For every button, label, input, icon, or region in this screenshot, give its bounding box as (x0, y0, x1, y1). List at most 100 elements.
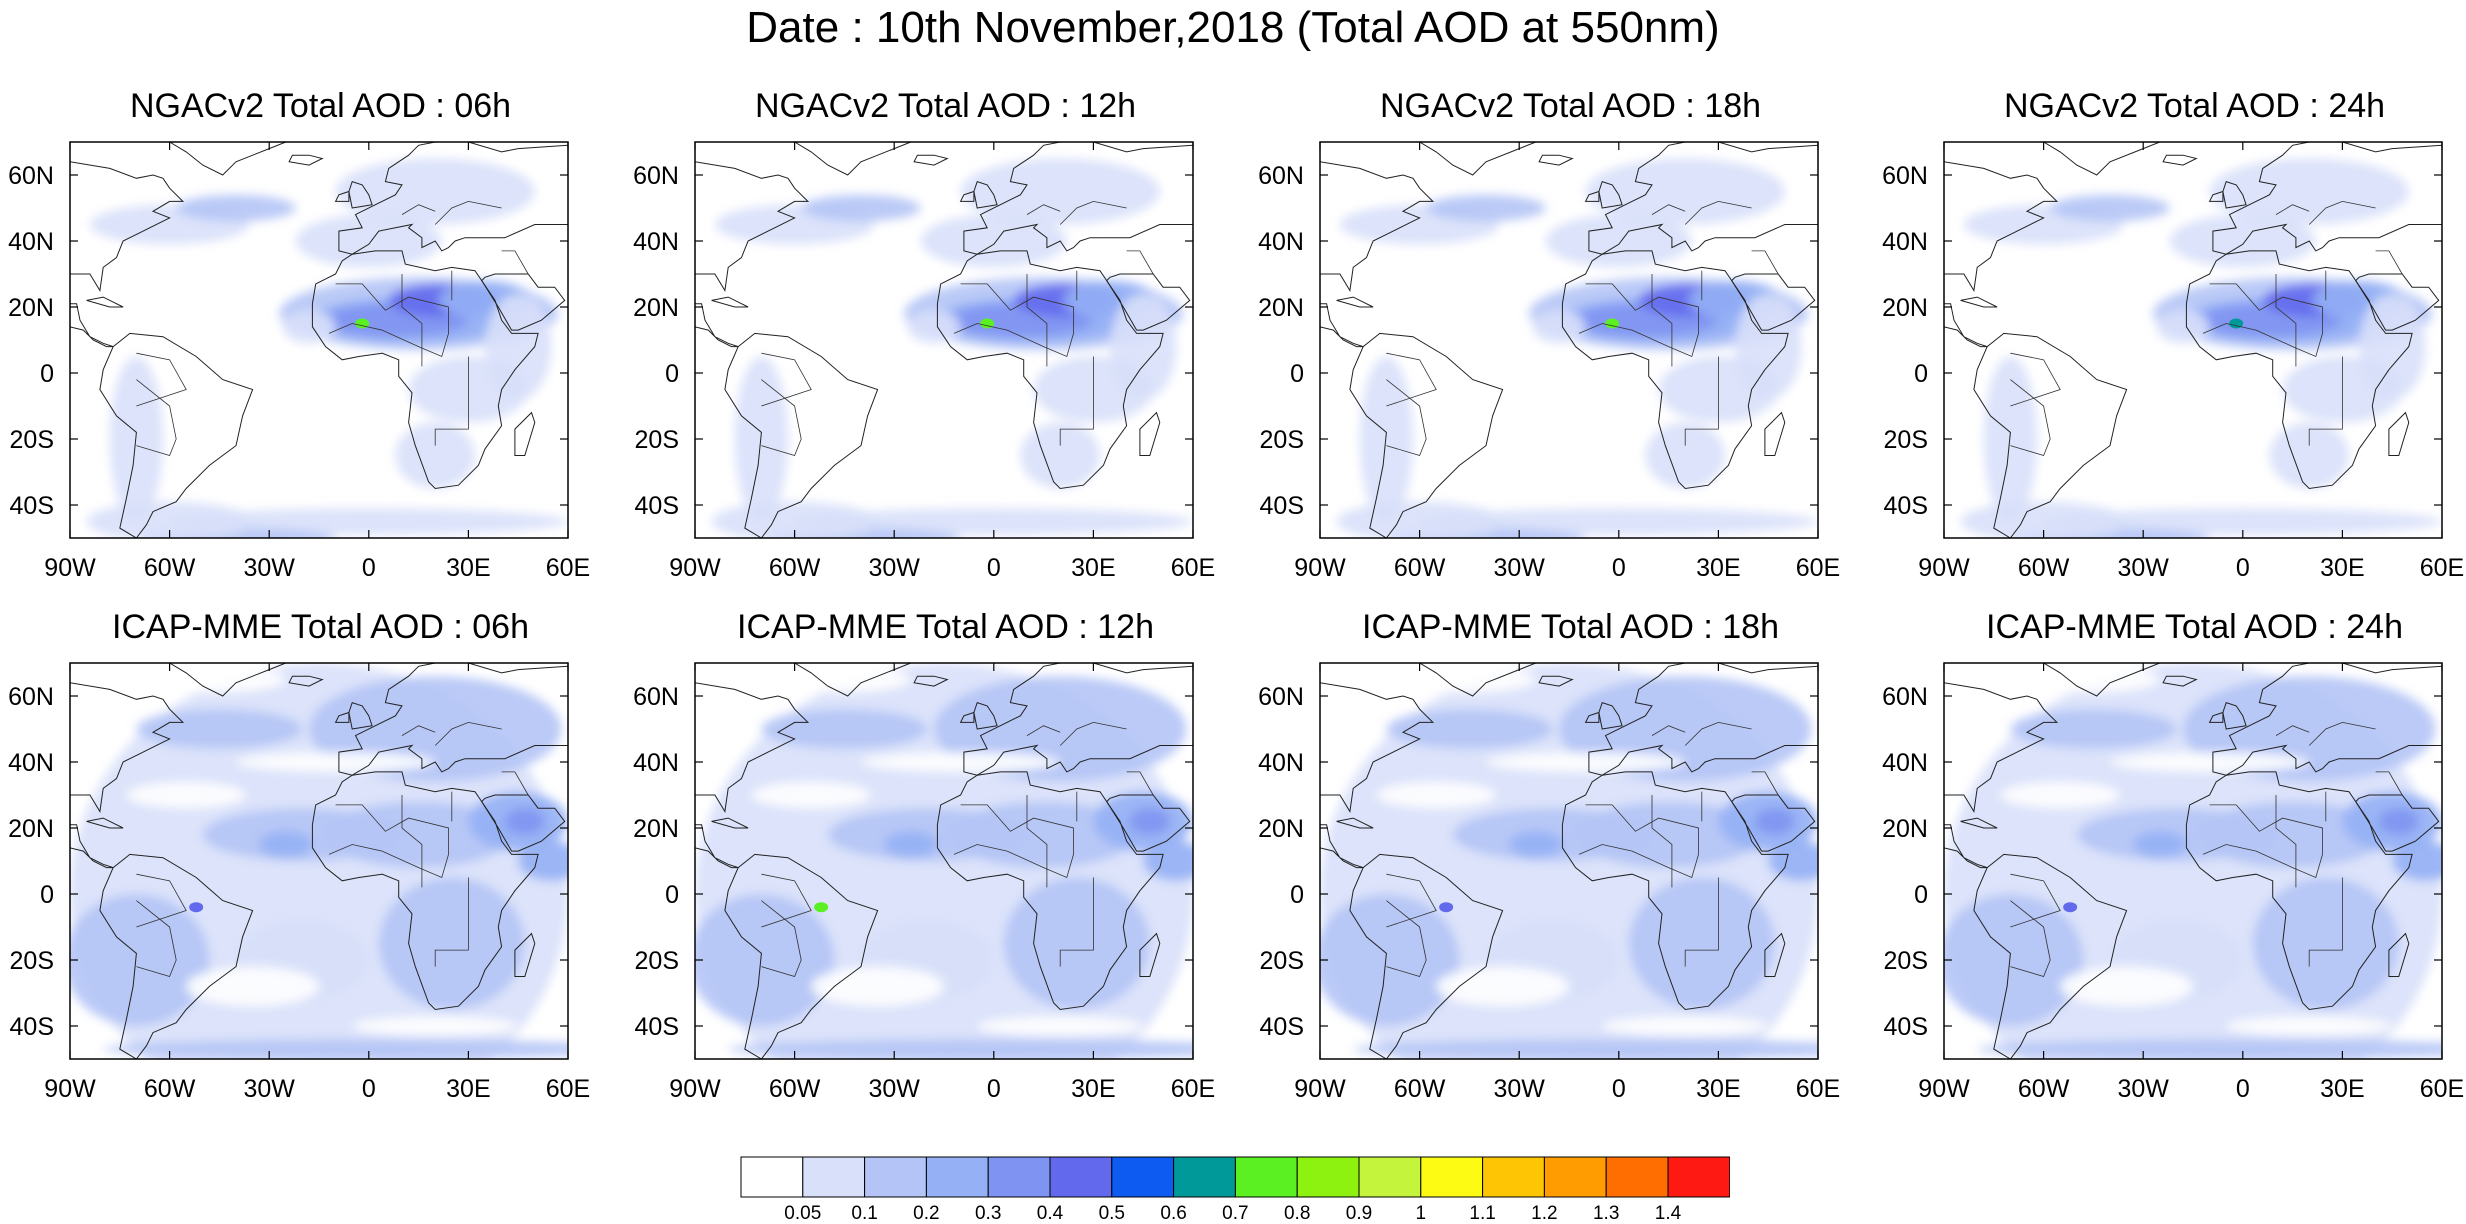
south-america-coast (99, 853, 254, 1059)
africa-coast (936, 771, 1164, 1011)
lat-label: 20N (1258, 294, 1304, 322)
colorbar-tick-label: 0.7 (1222, 1203, 1249, 1224)
lon-label: 90W (669, 1075, 721, 1103)
country-border (2375, 250, 2403, 275)
country-border (1684, 356, 1719, 446)
lon-label: 0 (362, 1075, 376, 1103)
map-panel-ngacv2-12h: NGACv2 Total AOD : 12h 60N 40N 20N 0 20S 40S 90… (633, 86, 1255, 582)
south-america-coast (1349, 853, 1504, 1059)
aod-hotspot (355, 318, 370, 329)
country-border (2010, 873, 2061, 928)
lon-label: 60E (1171, 554, 1215, 582)
panel-title: NGACv2 Total AOD : 12h (754, 87, 1137, 125)
lon-label: 0 (2236, 1075, 2250, 1103)
lon-label: 90W (1918, 1075, 1970, 1103)
map-frame (1943, 662, 2443, 1060)
north-america-coast (695, 682, 810, 813)
lat-label: 40S (1260, 1013, 1304, 1041)
lat-label: 60N (1882, 683, 1928, 711)
central-america-coast (1944, 303, 1988, 348)
lon-label: 60W (144, 1075, 196, 1103)
aod-map: 60N 40N 20N 0 20S 40S 90W 60W 30W 0 30E 60E (1258, 662, 1840, 1103)
lon-label: 30W (868, 1075, 920, 1103)
lon-label: 30E (446, 1075, 490, 1103)
colorbar-swatch (802, 1156, 866, 1198)
aod-hotspot (814, 902, 829, 913)
iceland-coast (288, 675, 324, 687)
greenland-coast (1418, 142, 1536, 176)
aod-map: 60N 40N 20N 0 20S 40S 90W 60W 30W 0 30E 60E (8, 141, 590, 582)
lat-label: 0 (665, 360, 679, 388)
lat-label: 20S (1884, 426, 1928, 454)
colorbar-swatch (1358, 1156, 1422, 1198)
country-border (434, 877, 469, 967)
cuba-coast (86, 296, 124, 308)
lon-label: 90W (1294, 1075, 1346, 1103)
country-border (1126, 771, 1154, 796)
aod-hotspot (189, 902, 204, 913)
country-border (1578, 804, 1699, 879)
country-border (401, 725, 436, 736)
madagascar-coast (1764, 932, 1786, 977)
lon-label: 30E (2320, 554, 2364, 582)
south-america-coast (1973, 332, 2128, 538)
country-border (328, 804, 449, 879)
colorbar-swatch (864, 1156, 927, 1198)
lon-label: 0 (1612, 1075, 1626, 1103)
ireland-coast (2208, 190, 2224, 202)
lat-label: 40N (8, 228, 54, 256)
lon-label: 30W (1493, 554, 1545, 582)
europe-coast (2212, 142, 2442, 255)
country-border (2202, 283, 2323, 358)
lon-label: 30W (243, 1075, 295, 1103)
europe-coast (338, 663, 568, 776)
colorbar-tick-label: 1.2 (1531, 1203, 1558, 1224)
country-border (2275, 795, 2297, 888)
map-panel-icap-mme-18h: ICAP-MME Total AOD : 18h 60N 40N 20N 0 20S 40S… (1258, 607, 1880, 1103)
europe-coast (1588, 663, 1818, 776)
lon-label: 0 (1612, 554, 1626, 582)
map-panel-icap-mme-12h: ICAP-MME Total AOD : 12h 60N 40N 20N 0 20S 40S… (633, 607, 1255, 1103)
lon-label: 60E (1796, 1075, 1840, 1103)
country-border (1059, 356, 1094, 446)
lat-label: 20S (1260, 426, 1304, 454)
greenland-coast (1418, 663, 1536, 697)
country-border (1386, 873, 1437, 928)
madagascar-coast (514, 411, 536, 456)
country-border (2275, 204, 2310, 215)
north-america-coast (70, 682, 185, 813)
country-border (1126, 250, 1154, 275)
country-border (1386, 379, 1427, 456)
south-america-coast (1349, 332, 1504, 538)
country-border (2308, 877, 2343, 967)
country-border (401, 204, 436, 215)
aod-field (695, 663, 1193, 1059)
lat-label: 40S (635, 492, 679, 520)
country-border (136, 352, 187, 407)
map-frame (1943, 141, 2443, 539)
colorbar-tick-label: 0.5 (1098, 1203, 1126, 1224)
lon-label: 60E (2420, 1075, 2464, 1103)
country-border (1751, 250, 1779, 275)
lon-label: 0 (2236, 554, 2250, 582)
aod-hotspot (2063, 902, 2078, 913)
country-border (2375, 771, 2403, 796)
central-america-coast (1320, 824, 1364, 869)
cuba-coast (86, 817, 124, 829)
country-border (1684, 721, 1752, 746)
lat-label: 20N (1882, 815, 1928, 843)
colorbar-swatch (1543, 1156, 1607, 1198)
colorbar-swatch (987, 1156, 1051, 1198)
lon-label: 30E (1071, 1075, 1115, 1103)
ireland-coast (1584, 711, 1600, 723)
lon-label: 30W (1493, 1075, 1545, 1103)
central-america-coast (695, 303, 739, 348)
country-border (761, 900, 802, 977)
map-panel-icap-mme-24h: ICAP-MME Total AOD : 24h 60N 40N 20N 0 20S 40S… (1882, 607, 2466, 1103)
lat-label: 20S (1884, 947, 1928, 975)
map-frame (1319, 141, 1819, 539)
lon-label: 30W (2117, 1075, 2169, 1103)
lat-label: 40S (635, 1013, 679, 1041)
south-america-coast (724, 853, 879, 1059)
country-border (2308, 200, 2376, 225)
